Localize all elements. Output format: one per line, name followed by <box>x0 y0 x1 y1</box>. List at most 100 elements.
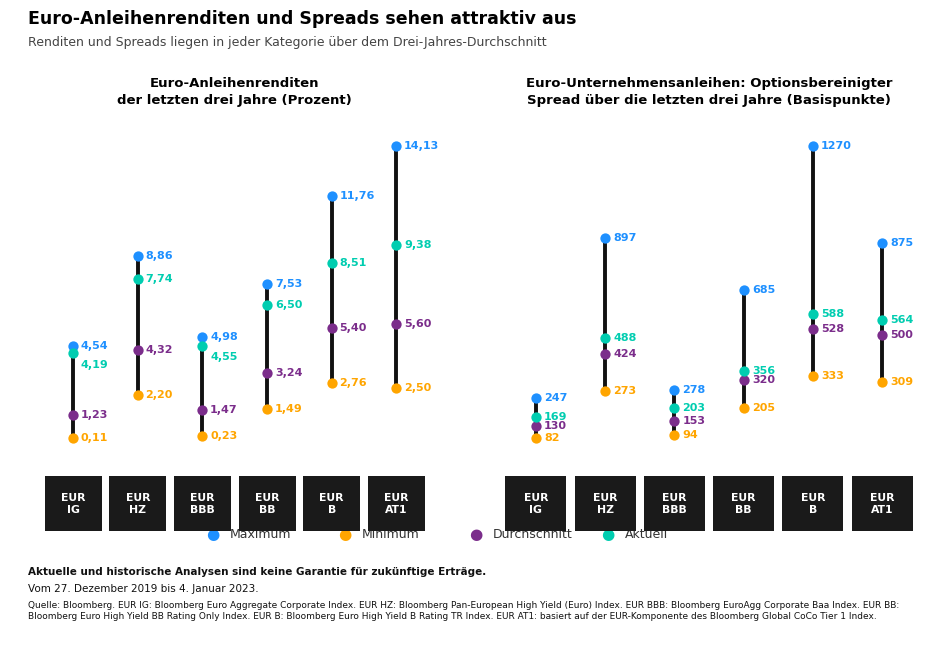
Text: 4,98: 4,98 <box>210 332 238 341</box>
Text: Minimum: Minimum <box>362 528 420 541</box>
Point <box>806 323 821 334</box>
Text: 278: 278 <box>683 385 706 395</box>
Text: 4,19: 4,19 <box>81 360 109 370</box>
Text: EUR
AT1: EUR AT1 <box>384 492 408 515</box>
Point <box>324 191 339 201</box>
Point <box>66 410 81 420</box>
Text: EUR
BB: EUR BB <box>254 492 279 515</box>
Text: 500: 500 <box>890 330 914 340</box>
Point <box>874 330 889 341</box>
Point <box>874 314 889 325</box>
Text: Vom 27. Dezember 2019 bis 4. Januar 2023.: Vom 27. Dezember 2019 bis 4. Januar 2023… <box>28 584 259 594</box>
Text: Euro-Anleihenrenditen und Spreads sehen attraktiv aus: Euro-Anleihenrenditen und Spreads sehen … <box>28 10 577 28</box>
Text: 6,50: 6,50 <box>275 300 302 310</box>
Text: EUR
AT1: EUR AT1 <box>870 492 894 515</box>
Point <box>667 430 682 440</box>
Text: 9,38: 9,38 <box>404 240 432 250</box>
Point <box>259 368 274 378</box>
Point <box>874 238 889 249</box>
Text: Renditen und Spreads liegen in jeder Kategorie über dem Drei-Jahres-Durchschnitt: Renditen und Spreads liegen in jeder Kat… <box>28 36 546 49</box>
Text: 588: 588 <box>822 309 844 319</box>
Point <box>195 430 210 441</box>
Point <box>667 385 682 395</box>
Text: EUR
IG: EUR IG <box>61 492 85 515</box>
Text: 3,24: 3,24 <box>275 368 302 378</box>
Text: Aktuelle und historische Analysen sind keine Garantie für zukünftige Erträge.: Aktuelle und historische Analysen sind k… <box>28 567 486 577</box>
Text: 5,40: 5,40 <box>340 323 367 333</box>
Text: 4,55: 4,55 <box>210 353 238 362</box>
Point <box>66 433 81 443</box>
Point <box>597 333 612 343</box>
Text: Durchschnitt: Durchschnitt <box>493 528 573 541</box>
Text: 356: 356 <box>752 365 775 376</box>
Point <box>131 389 146 400</box>
Text: 8,86: 8,86 <box>146 251 173 261</box>
Point <box>597 386 612 397</box>
Text: 2,50: 2,50 <box>404 384 431 393</box>
Text: 14,13: 14,13 <box>404 141 439 152</box>
Text: ●: ● <box>470 527 483 542</box>
Point <box>66 348 81 358</box>
Point <box>529 393 544 403</box>
Point <box>389 141 404 152</box>
Text: 685: 685 <box>752 285 775 295</box>
Text: 153: 153 <box>683 415 705 426</box>
Text: 8,51: 8,51 <box>340 259 367 268</box>
Text: EUR
B: EUR B <box>801 492 825 515</box>
Point <box>597 349 612 359</box>
Text: 11,76: 11,76 <box>340 191 375 201</box>
Text: Maximum: Maximum <box>230 528 291 541</box>
Point <box>736 402 751 413</box>
Text: 1,23: 1,23 <box>81 410 108 420</box>
Point <box>195 332 210 342</box>
Text: 0,23: 0,23 <box>210 430 238 441</box>
Text: EUR
HZ: EUR HZ <box>593 492 617 515</box>
Text: ●: ● <box>338 527 351 542</box>
Point <box>736 365 751 376</box>
Point <box>195 404 210 415</box>
Text: EUR
BBB: EUR BBB <box>662 492 686 515</box>
Point <box>736 285 751 295</box>
Point <box>131 345 146 356</box>
Point <box>667 415 682 426</box>
Text: 875: 875 <box>890 238 914 248</box>
Text: Aktuell: Aktuell <box>624 528 668 541</box>
Text: 0,11: 0,11 <box>81 433 108 443</box>
Text: EUR
IG: EUR IG <box>524 492 548 515</box>
Point <box>529 411 544 422</box>
Text: 7,74: 7,74 <box>146 274 173 284</box>
Point <box>529 433 544 443</box>
Text: ●: ● <box>601 527 614 542</box>
Text: 528: 528 <box>822 323 844 334</box>
Point <box>131 274 146 284</box>
Point <box>529 421 544 432</box>
Text: 247: 247 <box>544 393 567 402</box>
Point <box>259 300 274 310</box>
Point <box>806 371 821 382</box>
Point <box>806 308 821 319</box>
Text: Euro-Anleihenrenditen
der letzten drei Jahre (Prozent): Euro-Anleihenrenditen der letzten drei J… <box>117 77 352 107</box>
Text: Quelle: Bloomberg. EUR IG: Bloomberg Euro Aggregate Corporate Index. EUR HZ: Blo: Quelle: Bloomberg. EUR IG: Bloomberg Eur… <box>28 601 900 621</box>
Text: 1,47: 1,47 <box>210 405 238 415</box>
Text: EUR
BBB: EUR BBB <box>190 492 215 515</box>
Text: 424: 424 <box>613 349 637 359</box>
Point <box>195 340 210 351</box>
Point <box>806 141 821 152</box>
Text: 7,53: 7,53 <box>275 279 302 289</box>
Text: 488: 488 <box>613 333 637 343</box>
Text: 897: 897 <box>613 233 637 243</box>
Text: 2,20: 2,20 <box>146 389 173 400</box>
Point <box>324 378 339 388</box>
Point <box>736 375 751 385</box>
Point <box>259 279 274 289</box>
Point <box>667 403 682 413</box>
Text: 333: 333 <box>822 371 844 382</box>
Text: 4,54: 4,54 <box>81 341 109 351</box>
Text: 4,32: 4,32 <box>146 345 173 356</box>
Point <box>389 240 404 250</box>
Point <box>324 323 339 333</box>
Point <box>389 383 404 393</box>
Text: Euro-Unternehmensanleihen: Optionsbereinigter
Spread über die letzten drei Jahre: Euro-Unternehmensanleihen: Optionsberein… <box>526 77 892 107</box>
Point <box>324 258 339 268</box>
Text: 205: 205 <box>752 403 775 413</box>
